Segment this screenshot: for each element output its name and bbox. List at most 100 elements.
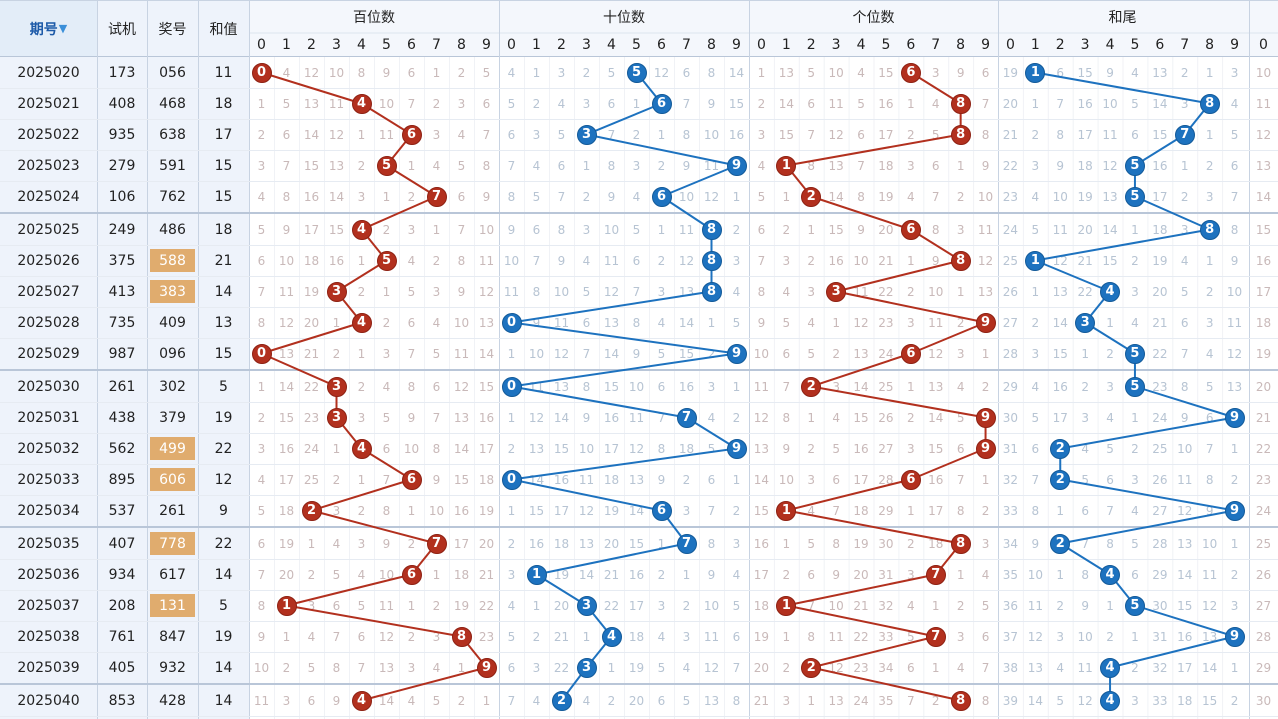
tail-miss-cell: 21 bbox=[1152, 315, 1168, 330]
hundreds-miss-cell: 7 bbox=[257, 284, 266, 299]
tail-miss-cell: 14 bbox=[1201, 660, 1218, 675]
hundreds-miss-cell: 19 bbox=[303, 284, 320, 299]
header-digit-2-7: 7 bbox=[931, 37, 941, 53]
header-digit-3-4: 4 bbox=[1105, 37, 1115, 53]
hundreds-miss-cell: 20 bbox=[278, 567, 295, 582]
hundreds-miss-cell: 14 bbox=[478, 346, 495, 361]
tail-miss-cell: 1 bbox=[1106, 315, 1114, 330]
header-period[interactable]: 期号 ▼ bbox=[0, 0, 97, 57]
tail-miss-cell: 5 bbox=[1081, 472, 1089, 487]
header-digit-3-7: 7 bbox=[1180, 37, 1190, 53]
units-miss-cell: 13 bbox=[977, 284, 994, 299]
tail-miss-cell: 2 bbox=[1230, 693, 1239, 708]
tens-miss-cell: 15 bbox=[628, 536, 645, 551]
tens-miss-cell: 3 bbox=[507, 567, 516, 582]
units-miss-cell: 2 bbox=[931, 693, 940, 708]
tail-miss-cell: 1 bbox=[1056, 503, 1065, 518]
tail-miss-cell: 10 bbox=[1177, 441, 1193, 456]
sum-cell: 13 bbox=[214, 314, 233, 331]
hundreds-miss-cell: 5 bbox=[457, 158, 466, 173]
tens-miss-cell: 6 bbox=[507, 127, 516, 142]
tail-miss-cell: 14 bbox=[1102, 222, 1118, 237]
tail-miss-cell: 7 bbox=[1205, 441, 1214, 456]
tail-miss-cell: 28 bbox=[1152, 536, 1168, 551]
tens-miss-cell: 13 bbox=[628, 472, 645, 487]
hundreds-miss-cell: 5 bbox=[382, 410, 391, 425]
units-miss-cell: 13 bbox=[828, 158, 844, 173]
units-miss-cell: 3 bbox=[807, 472, 816, 487]
hundreds-miss-cell: 6 bbox=[407, 315, 416, 330]
hundreds-miss-cell: 2 bbox=[357, 503, 366, 518]
tens-miss-cell: 7 bbox=[582, 346, 591, 361]
units-miss-cell: 16 bbox=[878, 96, 894, 111]
tail-miss-cell: 2 bbox=[1180, 65, 1189, 80]
hundreds-miss-cell: 13 bbox=[453, 410, 470, 425]
sum-cell: 15 bbox=[214, 157, 233, 174]
tens-miss-cell: 2 bbox=[582, 189, 591, 204]
units-miss-cell: 8 bbox=[807, 629, 816, 644]
hundreds-miss-cell: 8 bbox=[332, 660, 341, 675]
tail-miss-cell: 3 bbox=[1131, 472, 1139, 487]
tail-miss-cell: 3 bbox=[1081, 410, 1089, 425]
units-miss-cell: 5 bbox=[857, 96, 865, 111]
units-miss-cell: 13 bbox=[928, 379, 944, 394]
tens-miss-cell: 9 bbox=[707, 96, 716, 111]
header-digit-0-6: 6 bbox=[407, 37, 416, 53]
tail-miss-cell: 4 bbox=[1131, 315, 1139, 330]
tail-hit-ball: 2 bbox=[1050, 469, 1071, 490]
tens-miss-cell: 16 bbox=[678, 379, 695, 394]
prize-cell: 428 bbox=[159, 692, 186, 709]
test-cell: 735 bbox=[108, 314, 136, 331]
extra-miss-cell: 16 bbox=[1255, 253, 1272, 268]
tens-hit-ball: 8 bbox=[701, 250, 722, 271]
sum-cell: 14 bbox=[214, 692, 233, 709]
sum-cell: 14 bbox=[214, 283, 233, 300]
hundreds-miss-cell: 3 bbox=[257, 441, 266, 456]
tail-miss-cell: 1 bbox=[1230, 441, 1239, 456]
tens-hit-ball: 9 bbox=[726, 438, 747, 459]
units-miss-cell: 18 bbox=[878, 158, 894, 173]
tail-miss-cell: 10 bbox=[1027, 567, 1043, 582]
units-hit-ball: 2 bbox=[801, 376, 822, 397]
units-miss-cell: 4 bbox=[907, 189, 915, 204]
header-digit-2-8: 8 bbox=[956, 37, 966, 53]
hundreds-hit-ball: 2 bbox=[301, 500, 322, 521]
sort-desc-icon[interactable]: ▼ bbox=[58, 22, 68, 35]
hundreds-miss-cell: 3 bbox=[457, 96, 466, 111]
hundreds-miss-cell: 4 bbox=[307, 629, 316, 644]
prize-cell: 131 bbox=[150, 594, 195, 617]
units-miss-cell: 31 bbox=[878, 567, 894, 582]
hundreds-miss-cell: 1 bbox=[432, 222, 441, 237]
tens-miss-cell: 17 bbox=[553, 503, 570, 518]
units-miss-cell: 5 bbox=[956, 410, 965, 425]
units-miss-cell: 34 bbox=[878, 660, 894, 675]
tens-miss-cell: 1 bbox=[657, 222, 666, 237]
tens-miss-cell: 14 bbox=[728, 65, 745, 80]
test-cell: 562 bbox=[108, 440, 136, 457]
hundreds-miss-cell: 9 bbox=[432, 472, 441, 487]
units-miss-cell: 4 bbox=[981, 567, 990, 582]
sum-cell: 15 bbox=[214, 345, 233, 362]
sum-cell: 19 bbox=[214, 628, 233, 645]
units-miss-cell: 11 bbox=[928, 315, 944, 330]
tens-miss-cell: 2 bbox=[507, 441, 516, 456]
units-miss-cell: 1 bbox=[956, 567, 965, 582]
hundreds-miss-cell: 15 bbox=[478, 379, 495, 394]
header-digit-2-0: 0 bbox=[756, 37, 766, 53]
tens-miss-cell: 15 bbox=[728, 96, 745, 111]
hundreds-miss-cell: 3 bbox=[357, 536, 366, 551]
units-hit-ball: 6 bbox=[900, 219, 921, 240]
tens-miss-cell: 6 bbox=[657, 693, 666, 708]
hundreds-miss-cell: 1 bbox=[357, 253, 366, 268]
extra-miss-cell: 20 bbox=[1255, 379, 1272, 394]
hundreds-miss-cell: 3 bbox=[407, 222, 416, 237]
tens-miss-cell: 22 bbox=[603, 598, 620, 613]
units-miss-cell: 5 bbox=[807, 536, 816, 551]
tens-miss-cell: 2 bbox=[682, 472, 691, 487]
tens-miss-cell: 9 bbox=[682, 158, 691, 173]
hundreds-miss-cell: 5 bbox=[432, 346, 441, 361]
tens-miss-cell: 10 bbox=[503, 253, 520, 268]
tens-miss-cell: 10 bbox=[578, 441, 595, 456]
tens-miss-cell: 2 bbox=[732, 222, 741, 237]
tail-miss-cell: 28 bbox=[1002, 346, 1019, 361]
